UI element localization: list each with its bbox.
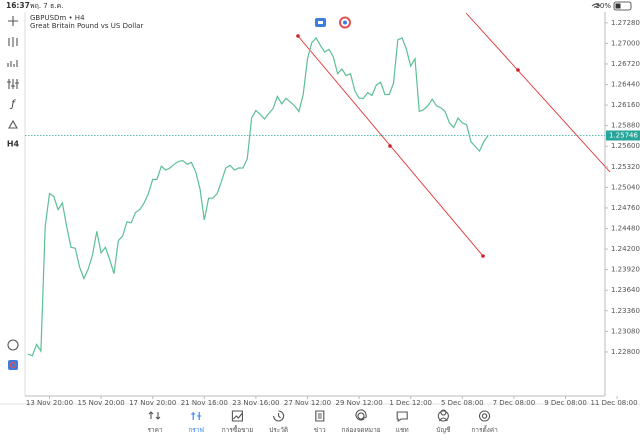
x-tick-label: 11 Dec 08:00 — [590, 399, 637, 407]
timeframe-button[interactable]: H4 — [7, 140, 20, 149]
tab[interactable]: การซื้อขาย — [222, 410, 253, 434]
tab-icon — [191, 412, 202, 420]
x-tick-label: 5 Dec 08:00 — [441, 399, 484, 407]
y-tick-label: 1.24760 — [611, 204, 640, 212]
tab[interactable]: กล่องจดหมาย — [341, 409, 381, 434]
y-tick-label: 1.25320 — [611, 163, 640, 171]
trend-line[interactable] — [465, 12, 611, 173]
y-tick-label: 1.27280 — [611, 19, 640, 27]
battery-icon — [613, 1, 632, 11]
battery-level: 30% — [595, 2, 611, 10]
y-tick-label: 1.25880 — [611, 122, 640, 130]
function-tool[interactable]: ƒ — [9, 99, 16, 110]
x-tick-label: 17 Nov 20:00 — [129, 399, 176, 407]
tab-icon — [355, 409, 367, 421]
tab-label: กราฟ — [188, 426, 204, 434]
y-tick-label: 1.22800 — [611, 348, 640, 356]
chart-type-tool[interactable] — [8, 37, 18, 47]
x-tick-label: 21 Nov 16:00 — [181, 399, 228, 407]
x-tick-label: 1 Dec 12:00 — [389, 399, 432, 407]
tab-icon — [315, 410, 325, 422]
trend-anchor[interactable] — [388, 144, 392, 148]
tab-icon — [148, 411, 161, 420]
trend-anchor[interactable] — [296, 34, 300, 38]
y-tick-label: 1.23640 — [611, 286, 640, 294]
tab-label: แชท — [396, 426, 409, 434]
y-tick-label: 1.23360 — [611, 307, 640, 315]
tab-label: ราคา — [147, 426, 162, 434]
x-tick-label: 15 Nov 20:00 — [77, 399, 124, 407]
wifi-icon — [591, 3, 601, 8]
y-tick-label: 1.25040 — [611, 183, 640, 191]
speedometer-tool[interactable] — [7, 339, 19, 351]
tab-label: ข่าว — [314, 426, 326, 434]
shapes-tool[interactable] — [8, 119, 18, 129]
x-tick-label: 9 Dec 08:00 — [544, 399, 587, 407]
tab-icon — [479, 410, 491, 422]
left-toolbar: ƒ H4 — [7, 16, 20, 370]
trade-button[interactable] — [8, 360, 18, 370]
tab-label: การซื้อขาย — [222, 425, 253, 434]
x-tick-label: 7 Dec 08:00 — [493, 399, 536, 407]
tab-icon — [437, 409, 449, 422]
tab-label: บัญชี — [436, 426, 451, 434]
chart-subtitle: Great Britain Pound vs US Dollar — [30, 22, 143, 30]
trend-lines — [296, 12, 611, 258]
tab-icon — [273, 410, 285, 422]
chart-title: GBPUSDm • H4 — [30, 14, 85, 22]
tab-label: ประวัติ — [269, 426, 288, 434]
indicators-tool[interactable] — [7, 60, 18, 67]
tab-icon — [396, 411, 408, 423]
tab[interactable]: การตั้งค่า — [471, 410, 498, 434]
tab[interactable]: ข่าว — [314, 410, 326, 434]
tab[interactable]: บัญชี — [436, 409, 451, 434]
x-tick-label: 27 Nov 12:00 — [284, 399, 331, 407]
tab-icon — [231, 410, 243, 422]
y-tick-label: 1.23920 — [611, 266, 640, 274]
one-click-sell-glyph — [343, 20, 347, 25]
y-tick-label: 1.26160 — [611, 101, 640, 109]
current-price-box — [606, 130, 640, 141]
y-tick-label: 1.25600 — [611, 142, 640, 150]
status-date: พฤ. 7 ธ.ค. — [30, 2, 63, 10]
tab-label: การตั้งค่า — [471, 425, 498, 434]
x-tick-label: 23 Nov 16:00 — [232, 399, 279, 407]
status-time: 16:37 — [6, 1, 30, 10]
tab[interactable]: กราฟ — [188, 412, 204, 434]
battery-fill — [615, 3, 621, 9]
y-tick-label: 1.26440 — [611, 81, 640, 89]
price-line — [27, 36, 489, 357]
tab[interactable]: แชท — [396, 411, 409, 434]
y-tick-label: 1.23080 — [611, 327, 640, 335]
crosshair-tool[interactable] — [8, 16, 18, 26]
trend-anchor[interactable] — [516, 68, 520, 72]
x-tick-label: 29 Nov 12:00 — [335, 399, 382, 407]
objects-tool[interactable] — [7, 79, 19, 89]
y-tick-label: 1.24480 — [611, 225, 640, 233]
current-price-label: 1.25746 — [609, 132, 638, 140]
tab[interactable]: ประวัติ — [269, 410, 288, 434]
x-tick-label: 13 Nov 20:00 — [26, 399, 73, 407]
trend-anchor[interactable] — [481, 254, 485, 258]
trade-button-glyph — [9, 361, 17, 369]
tab-bar: ราคา กราฟ การซื้อขาย ประวัติ ข่าว กล่องจดหมาย… — [147, 409, 498, 434]
one-click-buy-glyph — [318, 21, 323, 24]
tab-label: กล่องจดหมาย — [341, 426, 380, 434]
y-tick-label: 1.26720 — [611, 60, 640, 68]
y-tick-label: 1.27000 — [611, 39, 640, 47]
tab[interactable]: ราคา — [147, 411, 163, 434]
y-tick-label: 1.24200 — [611, 245, 640, 253]
